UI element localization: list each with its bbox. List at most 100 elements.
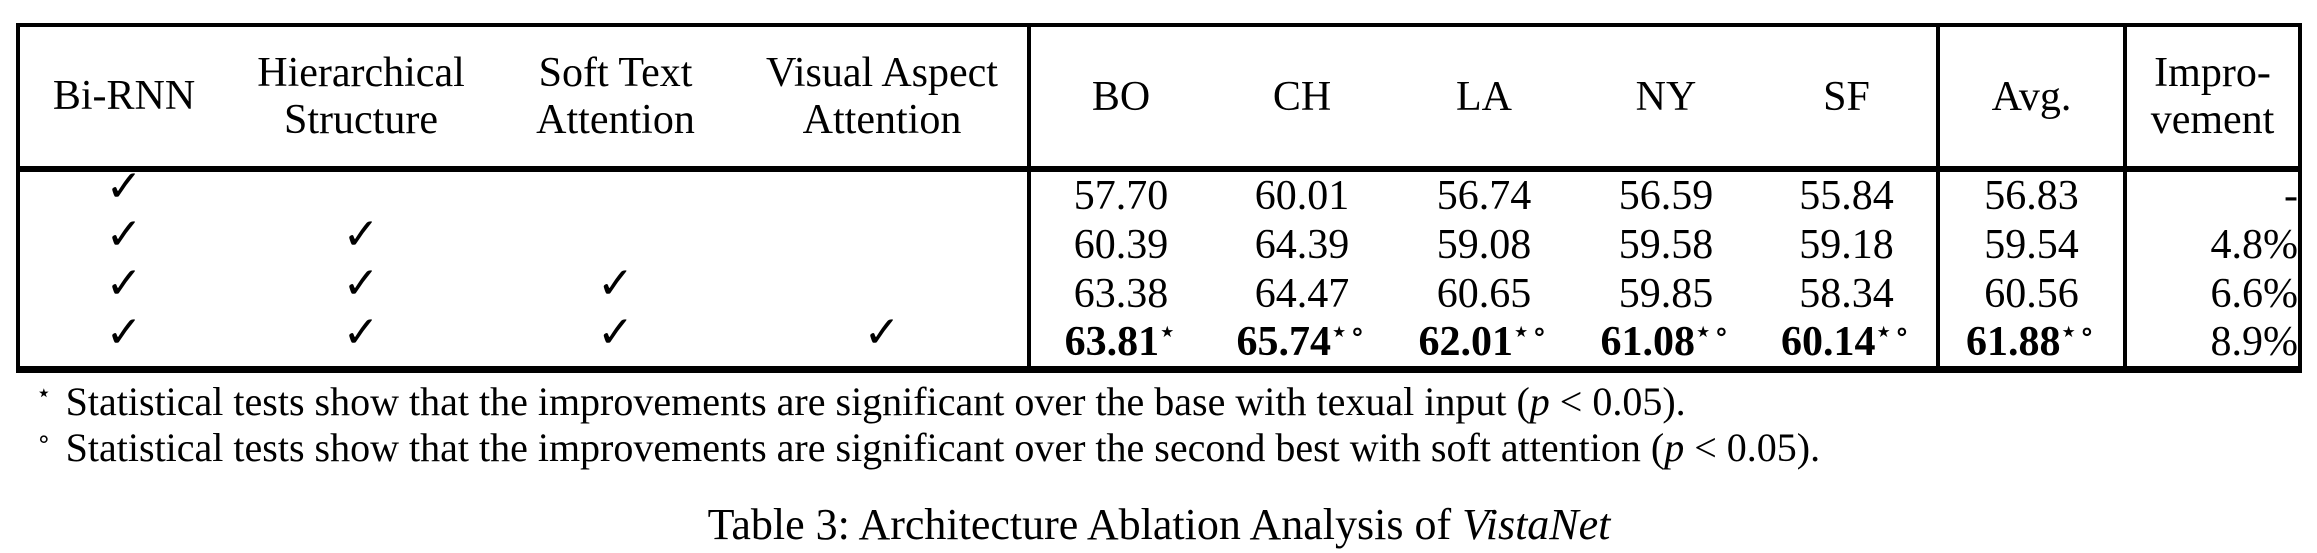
header-line: vement — [2150, 96, 2275, 143]
significance-markers: ⋆∘ — [2060, 317, 2098, 347]
metric-value: 61.08 — [1600, 319, 1695, 365]
significance-markers: ⋆∘ — [1694, 317, 1732, 347]
metric-value: 59.18 — [1799, 221, 1894, 268]
col-header-avg: Avg. — [1936, 25, 2125, 172]
config-cell-visual-aspect — [737, 169, 1029, 220]
footnote-circle: ∘ Statistical tests show that the improve… — [36, 425, 1820, 471]
improvement-cell: 4.8% — [2123, 220, 2300, 269]
ablation-table-wrapper: Bi-RNN Hierarchical Structure Soft Text … — [16, 23, 2302, 373]
ablation-table: Bi-RNN Hierarchical Structure Soft Text … — [16, 23, 2302, 373]
caption-emphasis: VistaNet — [1462, 500, 1611, 549]
footnotes-block: ⋆ Statistical tests show that the improve… — [36, 379, 1820, 471]
metric-cell-la: 60.65 — [1393, 269, 1575, 318]
metric-value: 59.85 — [1618, 270, 1714, 317]
footnote-text-tail: < 0.05). — [1549, 379, 1686, 424]
improvement-value: 4.8% — [2210, 221, 2299, 268]
metric-cell-bo: 60.39 — [1027, 220, 1211, 269]
col-header-ch: CH — [1211, 25, 1393, 172]
avg-value: 61.88 — [1965, 319, 2061, 365]
config-cell-soft-text — [494, 169, 737, 220]
avg-value: 56.83 — [1984, 173, 2079, 219]
metric-value: 56.74 — [1436, 173, 1532, 219]
table-row-hierarchical: ✓ ✓ 60.39 64.39 59.08 59.58 59.18 59.54 … — [18, 213, 2300, 269]
metric-value: 60.39 — [1073, 221, 1169, 268]
footnote-text-tail: < 0.05). — [1684, 425, 1821, 470]
config-cell-bi-rnn: ✓ — [18, 213, 228, 269]
metric-value: 63.81 — [1064, 319, 1160, 365]
metric-cell-ch: 64.39 — [1211, 220, 1393, 269]
header-row: Bi-RNN Hierarchical Structure Soft Text … — [18, 25, 2300, 172]
improvement-cell: - — [2123, 169, 2300, 220]
header-line: Attention — [536, 96, 695, 143]
significance-markers: ⋆ — [1159, 317, 1178, 347]
metric-value: 60.65 — [1436, 270, 1532, 317]
avg-value: 60.56 — [1984, 270, 2079, 317]
table-caption: Table 3: Architecture Ablation Analysis … — [16, 501, 2302, 549]
metric-cell-sf: 58.34 — [1757, 269, 1938, 318]
config-cell-soft-text: ✓ — [494, 310, 737, 370]
significance-markers: ⋆∘ — [1875, 317, 1913, 347]
table-row-base: ✓ 57.70 60.01 56.74 56.59 55.84 56.83 - — [18, 164, 2300, 220]
improvement-value: - — [2284, 173, 2298, 219]
col-header-hierarchical-structure: Hierarchical Structure — [228, 25, 494, 172]
avg-cell: 56.83 — [1936, 169, 2125, 220]
p-variable: p — [1529, 379, 1550, 424]
avg-cell: 60.56 — [1936, 269, 2125, 318]
config-cell-hierarchical: ✓ — [228, 213, 494, 269]
config-cell-hierarchical: ✓ — [228, 310, 494, 370]
checkmark-icon: ✓ — [105, 209, 143, 260]
footnote-text: Statistical tests show that the improvem… — [65, 379, 1530, 424]
metric-cell-sf: 60.14⋆∘ — [1757, 318, 1938, 370]
checkmark-icon: ✓ — [597, 258, 634, 309]
checkmark-icon: ✓ — [342, 258, 380, 309]
footnote-text: Statistical tests show that the improvem… — [65, 425, 1665, 470]
metric-cell-bo: 63.81⋆ — [1027, 317, 1211, 370]
metric-value: 62.01 — [1418, 319, 1513, 365]
metric-value: 56.59 — [1618, 173, 1714, 219]
col-header-visual-aspect-attention: Visual Aspect Attention — [737, 25, 1029, 172]
col-header-sf: SF — [1757, 25, 1938, 172]
avg-value: 59.54 — [1984, 221, 2079, 268]
metric-value: 55.84 — [1799, 173, 1894, 219]
config-cell-visual-aspect — [737, 220, 1029, 269]
metric-cell-sf: 59.18 — [1757, 220, 1938, 269]
metric-value: 58.34 — [1799, 270, 1894, 317]
metric-cell-ch: 60.01 — [1211, 169, 1393, 220]
metric-value: 59.08 — [1436, 221, 1532, 268]
metric-value: 64.39 — [1254, 221, 1350, 268]
metric-cell-la: 56.74 — [1393, 169, 1575, 220]
metric-value: 57.70 — [1073, 173, 1169, 219]
metric-cell-bo: 63.38 — [1027, 269, 1211, 318]
table-row-full-model: ✓ ✓ ✓ ✓ 63.81⋆ 65.74⋆∘ 62.01⋆∘ 61.08⋆∘ 6… — [18, 310, 2300, 370]
metric-cell-la: 59.08 — [1393, 220, 1575, 269]
header-line: Attention — [802, 96, 962, 143]
checkmark-icon: ✓ — [105, 306, 143, 358]
metric-cell-ch: 65.74⋆∘ — [1211, 318, 1393, 370]
header-line: Visual Aspect — [766, 49, 998, 96]
metric-cell-ny: 59.85 — [1575, 269, 1757, 318]
col-header-soft-text-attention: Soft Text Attention — [494, 25, 737, 172]
header-line: Structure — [284, 96, 438, 143]
significance-markers: ⋆∘ — [1512, 317, 1550, 347]
metric-cell-sf: 55.84 — [1757, 169, 1938, 220]
col-header-bi-rnn: Bi-RNN — [18, 25, 228, 172]
config-cell-bi-rnn: ✓ — [18, 164, 228, 220]
header-line: Impro- — [2154, 49, 2271, 96]
metric-value: 60.14 — [1780, 319, 1876, 365]
config-cell-bi-rnn: ✓ — [18, 310, 228, 370]
checkmark-icon: ✓ — [105, 258, 143, 309]
circle-marker-icon: ∘ — [36, 423, 52, 453]
improvement-value: 6.6% — [2210, 270, 2299, 317]
col-header-bo: BO — [1027, 25, 1211, 172]
config-cell-visual-aspect: ✓ — [737, 310, 1029, 370]
metric-value: 64.47 — [1254, 270, 1350, 317]
improvement-cell: 6.6% — [2123, 269, 2300, 318]
metric-value: 59.58 — [1618, 221, 1714, 268]
header-line: Hierarchical — [257, 49, 465, 96]
checkmark-icon: ✓ — [597, 306, 634, 358]
footnote-star: ⋆ Statistical tests show that the improve… — [36, 379, 1820, 425]
improvement-value: 8.9% — [2210, 319, 2299, 365]
caption-text: Table 3: Architecture Ablation Analysis … — [707, 500, 1463, 549]
config-cell-bi-rnn: ✓ — [18, 262, 228, 318]
checkmark-icon: ✓ — [342, 306, 380, 358]
